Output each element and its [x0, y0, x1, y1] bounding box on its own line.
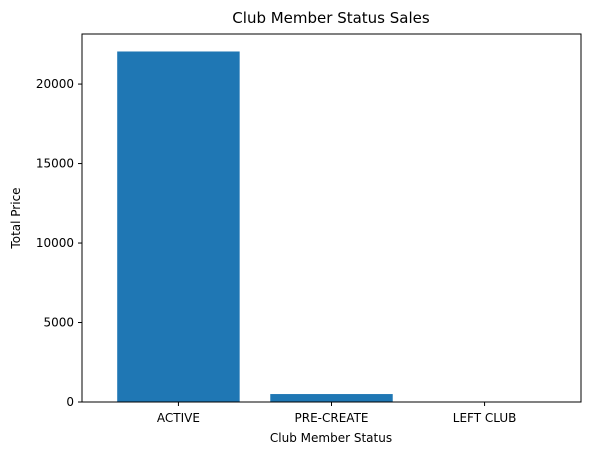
x-tick-label: ACTIVE	[157, 411, 200, 425]
bar-active	[117, 51, 240, 402]
y-axis-label: Total Price	[9, 187, 23, 249]
bars-group	[117, 51, 393, 402]
plot-frame	[81, 33, 582, 403]
y-axis-ticks: 0 5000 10000 15000 20000	[36, 77, 82, 409]
y-tick-label: 0	[66, 395, 74, 409]
y-tick-label: 15000	[36, 157, 74, 171]
y-tick-label: 10000	[36, 236, 74, 250]
x-axis-label: Club Member Status	[270, 431, 392, 445]
x-tick-label: PRE-CREATE	[295, 411, 369, 425]
bar-pre-create	[270, 394, 393, 402]
y-tick-label: 20000	[36, 77, 74, 91]
chart-title: Club Member Status Sales	[232, 9, 430, 27]
x-tick-label: LEFT CLUB	[453, 411, 517, 425]
x-axis-ticks: ACTIVE PRE-CREATE LEFT CLUB	[157, 402, 516, 425]
y-tick-label: 5000	[43, 316, 74, 330]
